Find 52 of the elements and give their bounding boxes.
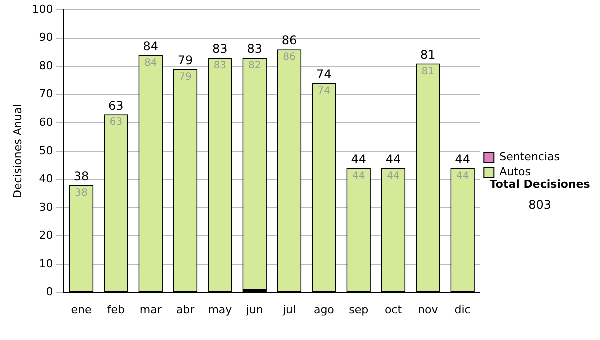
total-label: 81 — [420, 48, 436, 62]
total-label: 44 — [386, 152, 402, 166]
x-tick-label: mar — [140, 303, 162, 316]
total-label: 63 — [108, 98, 124, 113]
y-tick-label: 40 — [39, 172, 54, 186]
y-tick-label: 80 — [39, 59, 54, 72]
total-label: 38 — [74, 169, 90, 184]
y-tick-label: 20 — [39, 229, 54, 242]
data-label: 82 — [248, 60, 262, 72]
data-label: 38 — [75, 188, 88, 199]
data-label: 44 — [387, 170, 400, 182]
x-tick-label: feb — [107, 303, 126, 316]
total-label: 44 — [455, 152, 470, 166]
total-label: 84 — [143, 39, 158, 54]
y-tick-label: 100 — [32, 2, 54, 16]
x-tick-label: ago — [314, 303, 335, 316]
y-tick-label: 70 — [39, 88, 54, 101]
x-tick-label: abr — [176, 303, 196, 316]
total-label: 74 — [316, 68, 332, 82]
text: 803 — [528, 198, 552, 212]
data-label: 44 — [456, 170, 470, 182]
text: Total Decisiones — [490, 178, 591, 192]
data-label: 86 — [283, 52, 296, 64]
data-label: 83 — [214, 60, 227, 72]
y-axis-title: Decisiones Anual — [11, 104, 24, 198]
data-label: 74 — [318, 86, 331, 98]
data-label: 63 — [110, 117, 123, 128]
data-label: 44 — [352, 170, 366, 182]
total-label: 83 — [212, 42, 228, 56]
data-label: 84 — [144, 58, 158, 69]
data-label: 81 — [422, 66, 435, 78]
y-tick-label: 50 — [39, 144, 54, 158]
y-tick-label: 30 — [39, 200, 54, 214]
x-tick-label: nov — [418, 303, 439, 316]
data-label: 79 — [179, 72, 192, 83]
x-tick-label: jul — [282, 303, 296, 316]
x-tick-label: may — [208, 303, 233, 316]
y-tick-label: 10 — [39, 257, 54, 270]
y-tick-label: 0 — [46, 286, 54, 299]
x-tick-label: dic — [454, 303, 471, 316]
total-label: 79 — [178, 54, 194, 68]
x-tick-label: oct — [384, 303, 403, 316]
y-tick-label: 90 — [39, 31, 54, 44]
total-label: 86 — [282, 34, 298, 48]
x-tick-label: jun — [245, 303, 264, 316]
y-tick-label: 60 — [39, 116, 54, 129]
total-label: 83 — [247, 42, 262, 56]
x-tick-label: ene — [71, 303, 92, 316]
legend-label: Autos — [500, 165, 532, 178]
legend-label: Sentencias — [500, 150, 560, 164]
x-tick-label: sep — [349, 303, 369, 316]
total-label: 44 — [351, 152, 366, 166]
